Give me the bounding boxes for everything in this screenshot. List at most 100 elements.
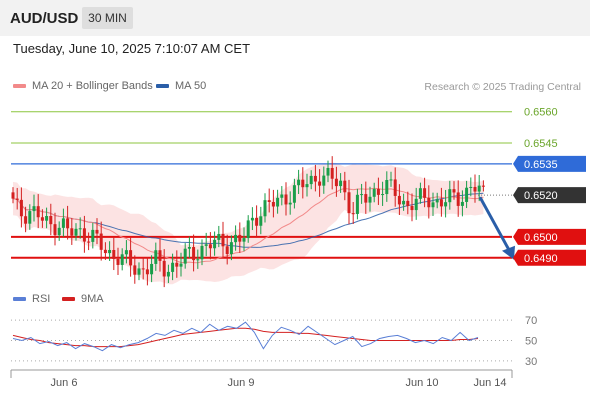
candle <box>452 181 456 200</box>
candle <box>66 205 70 240</box>
candle <box>154 242 158 271</box>
candle <box>313 164 317 192</box>
candle <box>330 156 334 190</box>
candle <box>368 186 372 212</box>
candle-body <box>397 195 401 205</box>
candle-body <box>435 199 439 203</box>
forecast-arrow-shaft <box>478 196 512 253</box>
legend-ma20-label: MA 20 + Bollinger Bands <box>32 80 153 92</box>
candle <box>19 187 23 228</box>
candle-body <box>124 250 128 255</box>
candle-body <box>150 263 154 275</box>
candle-body <box>477 185 481 192</box>
candle <box>250 207 254 231</box>
candle <box>284 182 288 216</box>
candle <box>15 187 19 210</box>
candle <box>376 177 380 205</box>
candle <box>355 188 359 220</box>
candle <box>200 239 204 266</box>
candle <box>150 255 154 283</box>
candle-body <box>57 227 61 236</box>
candle-body <box>179 263 183 267</box>
candle <box>57 221 61 241</box>
candle-body <box>187 247 191 249</box>
candle <box>145 257 149 286</box>
candle-body <box>32 206 36 212</box>
candle-body <box>192 247 196 261</box>
candle-body <box>473 186 477 192</box>
candle-body <box>15 198 19 200</box>
candle <box>238 222 242 253</box>
candle <box>465 180 469 209</box>
candle <box>427 185 431 219</box>
x-tick-label: Jun 9 <box>228 377 255 389</box>
candle-body <box>70 228 74 236</box>
candle-body <box>284 194 288 205</box>
candle <box>141 257 145 280</box>
forecast-arrow-head <box>502 245 515 260</box>
candle-body <box>36 206 40 218</box>
candle <box>431 192 435 216</box>
ma9-swatch <box>62 297 75 302</box>
candle <box>133 255 137 284</box>
candle <box>187 236 191 259</box>
candle-body <box>292 185 296 203</box>
candle <box>271 189 275 218</box>
candle <box>448 180 452 210</box>
price-label-0.6560: 0.6560 <box>524 107 558 119</box>
candle-body <box>99 233 103 250</box>
candle-body <box>204 244 208 246</box>
candle <box>259 206 263 235</box>
candle <box>225 234 229 265</box>
candle <box>116 247 120 276</box>
candle <box>208 232 212 260</box>
candle <box>326 160 330 183</box>
candle-body <box>40 217 44 221</box>
candle <box>24 206 28 233</box>
price-tag-0.6535 <box>513 155 586 172</box>
candle-body <box>402 200 406 205</box>
candle-body <box>166 271 170 277</box>
candle-body <box>145 269 149 275</box>
legend-9ma-label: 9MA <box>81 293 104 305</box>
candle <box>364 181 368 214</box>
candle-body <box>141 268 145 270</box>
candle <box>389 171 393 187</box>
candle <box>112 237 116 271</box>
candle-body <box>481 185 485 187</box>
candle-body <box>326 167 330 176</box>
candle-body <box>427 197 431 208</box>
candle <box>301 167 305 199</box>
candle-body <box>389 179 393 181</box>
candle-body <box>11 192 15 199</box>
candle <box>292 178 296 209</box>
candle <box>124 240 128 264</box>
price-label-0.6500: 0.6500 <box>524 232 558 244</box>
candle-body <box>355 194 359 214</box>
candle-body <box>196 259 200 261</box>
candle <box>435 192 439 209</box>
legend-ma50-label: MA 50 <box>175 80 207 92</box>
candle <box>234 225 238 251</box>
candle-body <box>297 179 301 186</box>
credit-label: Research © 2025 Trading Central <box>424 81 581 93</box>
candle-body <box>288 202 292 205</box>
candle <box>171 253 175 281</box>
candle-body <box>24 216 28 224</box>
top-bar: AUD/USD 30 MIN <box>0 0 590 36</box>
rsi-tick-50: 50 <box>525 336 537 348</box>
candle-body <box>372 188 376 197</box>
timeframe-button[interactable]: 30 MIN <box>82 7 133 29</box>
candle <box>74 223 78 241</box>
legend-ma20: MA 20 + Bollinger Bands <box>13 80 153 92</box>
candle <box>82 215 86 253</box>
candle <box>439 187 443 217</box>
symbol-title: AUD/USD <box>10 10 79 27</box>
candle <box>393 167 397 207</box>
candle <box>129 237 133 277</box>
candle-body <box>183 248 187 264</box>
candle-body <box>276 197 280 207</box>
candle-body <box>385 180 389 195</box>
candle <box>87 232 91 251</box>
